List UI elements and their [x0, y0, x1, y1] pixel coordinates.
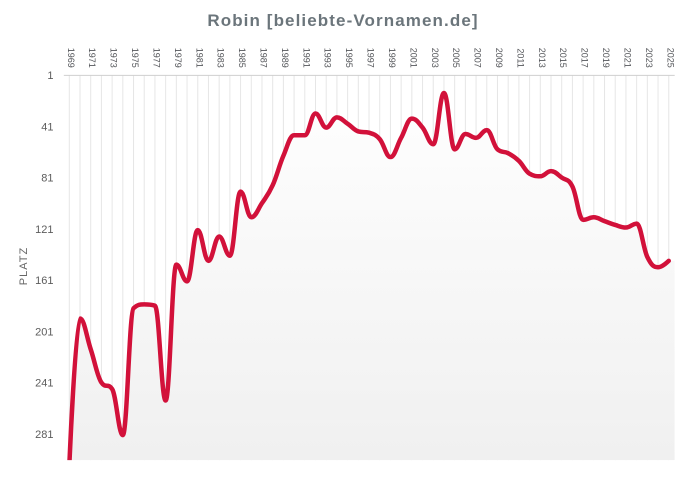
svg-text:1987: 1987 — [258, 48, 268, 68]
svg-text:201: 201 — [35, 326, 53, 338]
svg-text:2011: 2011 — [515, 48, 525, 67]
svg-text:281: 281 — [35, 429, 53, 441]
svg-text:1993: 1993 — [323, 48, 333, 68]
svg-text:2003: 2003 — [430, 48, 440, 68]
svg-text:2015: 2015 — [558, 48, 568, 68]
svg-text:2017: 2017 — [580, 48, 590, 68]
svg-text:1999: 1999 — [387, 48, 397, 68]
svg-text:2001: 2001 — [408, 48, 418, 68]
svg-text:1985: 1985 — [237, 48, 247, 68]
svg-text:2019: 2019 — [601, 48, 611, 68]
svg-text:2009: 2009 — [494, 48, 504, 68]
svg-text:1991: 1991 — [301, 48, 311, 68]
svg-text:1975: 1975 — [130, 48, 140, 68]
svg-text:2007: 2007 — [473, 48, 483, 68]
svg-text:1981: 1981 — [194, 48, 204, 68]
svg-text:2025: 2025 — [665, 48, 675, 68]
svg-text:1979: 1979 — [173, 48, 183, 68]
svg-text:1971: 1971 — [87, 48, 97, 68]
svg-text:1983: 1983 — [216, 48, 226, 68]
svg-text:1995: 1995 — [344, 48, 354, 68]
svg-text:241: 241 — [35, 378, 53, 390]
svg-text:1977: 1977 — [151, 48, 161, 68]
svg-text:41: 41 — [41, 121, 53, 133]
svg-text:81: 81 — [41, 173, 53, 185]
svg-text:161: 161 — [35, 275, 53, 287]
svg-text:1973: 1973 — [109, 48, 119, 68]
svg-text:2023: 2023 — [644, 48, 654, 68]
svg-text:121: 121 — [35, 224, 53, 236]
svg-text:2021: 2021 — [622, 48, 632, 68]
svg-text:1: 1 — [47, 70, 53, 82]
svg-text:2013: 2013 — [537, 48, 547, 68]
svg-text:1989: 1989 — [280, 48, 290, 68]
svg-text:1997: 1997 — [366, 48, 376, 68]
svg-text:Robin [beliebte-Vornamen.de]: Robin [beliebte-Vornamen.de] — [207, 11, 478, 30]
svg-text:2005: 2005 — [451, 48, 461, 68]
svg-text:1969: 1969 — [66, 48, 76, 68]
svg-text:PLATZ: PLATZ — [18, 247, 30, 285]
